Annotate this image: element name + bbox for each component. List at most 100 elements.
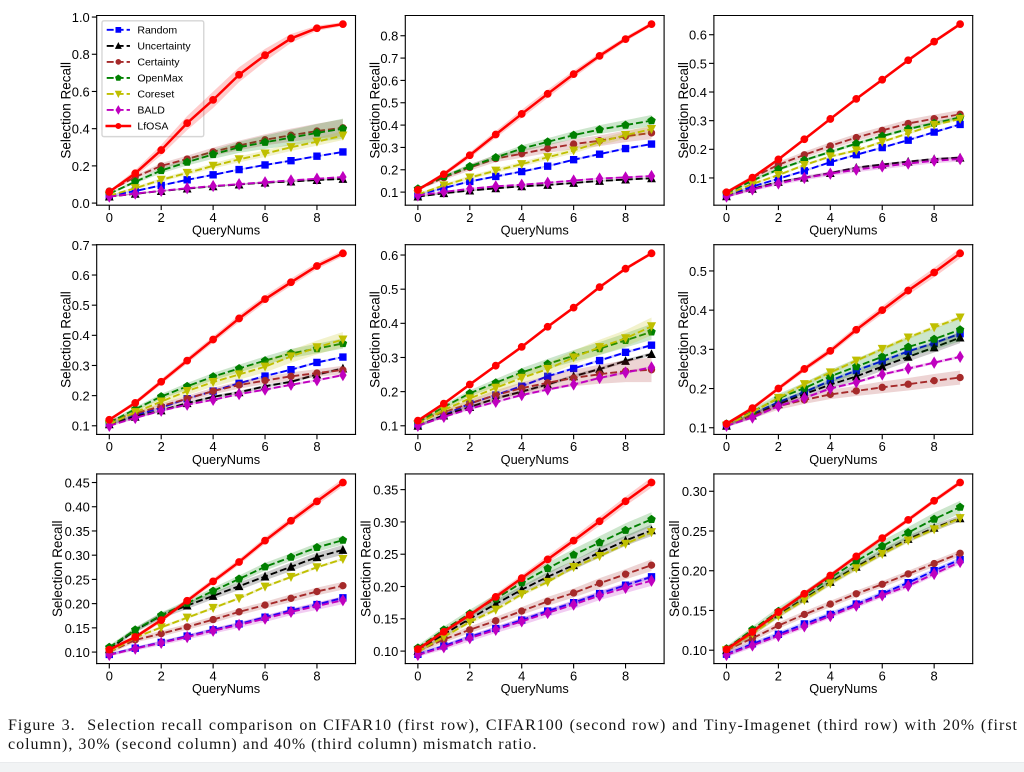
svg-text:0.2: 0.2 — [380, 385, 398, 400]
svg-text:0.10: 0.10 — [682, 643, 707, 658]
svg-text:6: 6 — [261, 668, 268, 683]
svg-text:0: 0 — [106, 210, 113, 225]
svg-text:Selection Recall: Selection Recall — [59, 62, 74, 159]
svg-text:0.3: 0.3 — [689, 342, 707, 357]
svg-text:Selection Recall: Selection Recall — [676, 291, 691, 388]
svg-text:0.4: 0.4 — [380, 316, 398, 331]
svg-text:QueryNums: QueryNums — [809, 452, 877, 467]
svg-text:6: 6 — [879, 439, 886, 454]
svg-text:4: 4 — [518, 668, 525, 683]
svg-text:0.1: 0.1 — [689, 171, 707, 186]
svg-text:QueryNums: QueryNums — [501, 223, 569, 238]
svg-text:0.3: 0.3 — [380, 140, 398, 155]
svg-text:6: 6 — [570, 439, 577, 454]
svg-text:2: 2 — [775, 668, 782, 683]
svg-text:Selection Recall: Selection Recall — [367, 291, 382, 388]
svg-text:6: 6 — [261, 439, 268, 454]
svg-text:0: 0 — [723, 439, 730, 454]
svg-text:4: 4 — [210, 210, 217, 225]
svg-text:2: 2 — [466, 668, 473, 683]
svg-text:Certainty: Certainty — [137, 57, 180, 69]
svg-text:Selection Recall: Selection Recall — [676, 62, 691, 159]
svg-text:QueryNums: QueryNums — [809, 223, 877, 238]
svg-text:0.4: 0.4 — [72, 122, 90, 137]
svg-text:2: 2 — [466, 439, 473, 454]
svg-text:4: 4 — [827, 439, 834, 454]
svg-text:0.40: 0.40 — [65, 500, 90, 515]
svg-text:0.35: 0.35 — [65, 524, 90, 539]
svg-text:Random: Random — [137, 25, 177, 37]
svg-text:0: 0 — [414, 210, 421, 225]
svg-text:0.20: 0.20 — [65, 597, 90, 612]
svg-text:Selection Recall: Selection Recall — [50, 520, 65, 617]
svg-text:0.6: 0.6 — [380, 248, 398, 263]
svg-text:0.1: 0.1 — [380, 419, 398, 434]
svg-text:QueryNums: QueryNums — [192, 223, 260, 238]
svg-text:6: 6 — [879, 668, 886, 683]
svg-text:0.2: 0.2 — [380, 163, 398, 178]
svg-text:0.10: 0.10 — [373, 644, 398, 659]
svg-text:0.3: 0.3 — [689, 114, 707, 129]
svg-text:0.5: 0.5 — [689, 56, 707, 71]
svg-text:0.1: 0.1 — [380, 185, 398, 200]
svg-text:0.7: 0.7 — [72, 238, 90, 253]
svg-text:8: 8 — [313, 668, 320, 683]
svg-text:Selection Recall: Selection Recall — [59, 291, 74, 388]
svg-text:0.10: 0.10 — [65, 645, 90, 660]
svg-text:0: 0 — [723, 668, 730, 683]
svg-text:2: 2 — [775, 210, 782, 225]
svg-text:0: 0 — [106, 668, 113, 683]
svg-text:0.35: 0.35 — [373, 483, 398, 498]
svg-text:8: 8 — [622, 668, 629, 683]
svg-text:0: 0 — [106, 439, 113, 454]
svg-text:8: 8 — [931, 668, 938, 683]
svg-text:4: 4 — [210, 668, 217, 683]
svg-text:0: 0 — [414, 668, 421, 683]
svg-text:QueryNums: QueryNums — [809, 681, 877, 696]
svg-text:0.15: 0.15 — [65, 621, 90, 636]
svg-text:1.0: 1.0 — [72, 10, 90, 25]
svg-text:6: 6 — [261, 210, 268, 225]
svg-text:0.6: 0.6 — [380, 73, 398, 88]
svg-text:8: 8 — [622, 210, 629, 225]
svg-text:Selection Recall: Selection Recall — [358, 520, 373, 617]
svg-text:2: 2 — [775, 439, 782, 454]
svg-text:QueryNums: QueryNums — [501, 681, 569, 696]
svg-text:8: 8 — [313, 210, 320, 225]
svg-text:0.1: 0.1 — [689, 421, 707, 436]
svg-text:0.30: 0.30 — [373, 515, 398, 530]
svg-text:OpenMax: OpenMax — [137, 73, 183, 85]
svg-text:0.25: 0.25 — [373, 547, 398, 562]
svg-text:0.3: 0.3 — [72, 358, 90, 373]
svg-text:0.8: 0.8 — [72, 47, 90, 62]
svg-text:0.4: 0.4 — [689, 303, 707, 318]
svg-text:6: 6 — [570, 210, 577, 225]
svg-text:4: 4 — [210, 439, 217, 454]
svg-text:4: 4 — [518, 439, 525, 454]
svg-text:0.7: 0.7 — [380, 51, 398, 66]
svg-text:0.15: 0.15 — [682, 603, 707, 618]
svg-text:QueryNums: QueryNums — [192, 681, 260, 696]
svg-text:0.30: 0.30 — [682, 484, 707, 499]
svg-text:0.4: 0.4 — [72, 328, 90, 343]
svg-text:0.20: 0.20 — [373, 579, 398, 594]
svg-text:4: 4 — [518, 210, 525, 225]
svg-text:8: 8 — [622, 439, 629, 454]
svg-text:0.2: 0.2 — [689, 142, 707, 157]
svg-text:0.5: 0.5 — [689, 264, 707, 279]
svg-text:LfOSA: LfOSA — [137, 121, 169, 133]
svg-text:0.30: 0.30 — [65, 548, 90, 563]
svg-text:BALD: BALD — [137, 105, 165, 117]
svg-text:0.20: 0.20 — [682, 564, 707, 579]
svg-text:0.2: 0.2 — [689, 381, 707, 396]
svg-text:QueryNums: QueryNums — [192, 452, 260, 467]
svg-text:Selection Recall: Selection Recall — [367, 62, 382, 159]
svg-text:0.1: 0.1 — [72, 419, 90, 434]
svg-text:0.4: 0.4 — [689, 85, 707, 100]
svg-text:0.6: 0.6 — [72, 268, 90, 283]
svg-text:8: 8 — [313, 439, 320, 454]
svg-text:QueryNums: QueryNums — [501, 452, 569, 467]
svg-text:0.25: 0.25 — [682, 524, 707, 539]
svg-text:4: 4 — [827, 210, 834, 225]
svg-text:0: 0 — [723, 210, 730, 225]
